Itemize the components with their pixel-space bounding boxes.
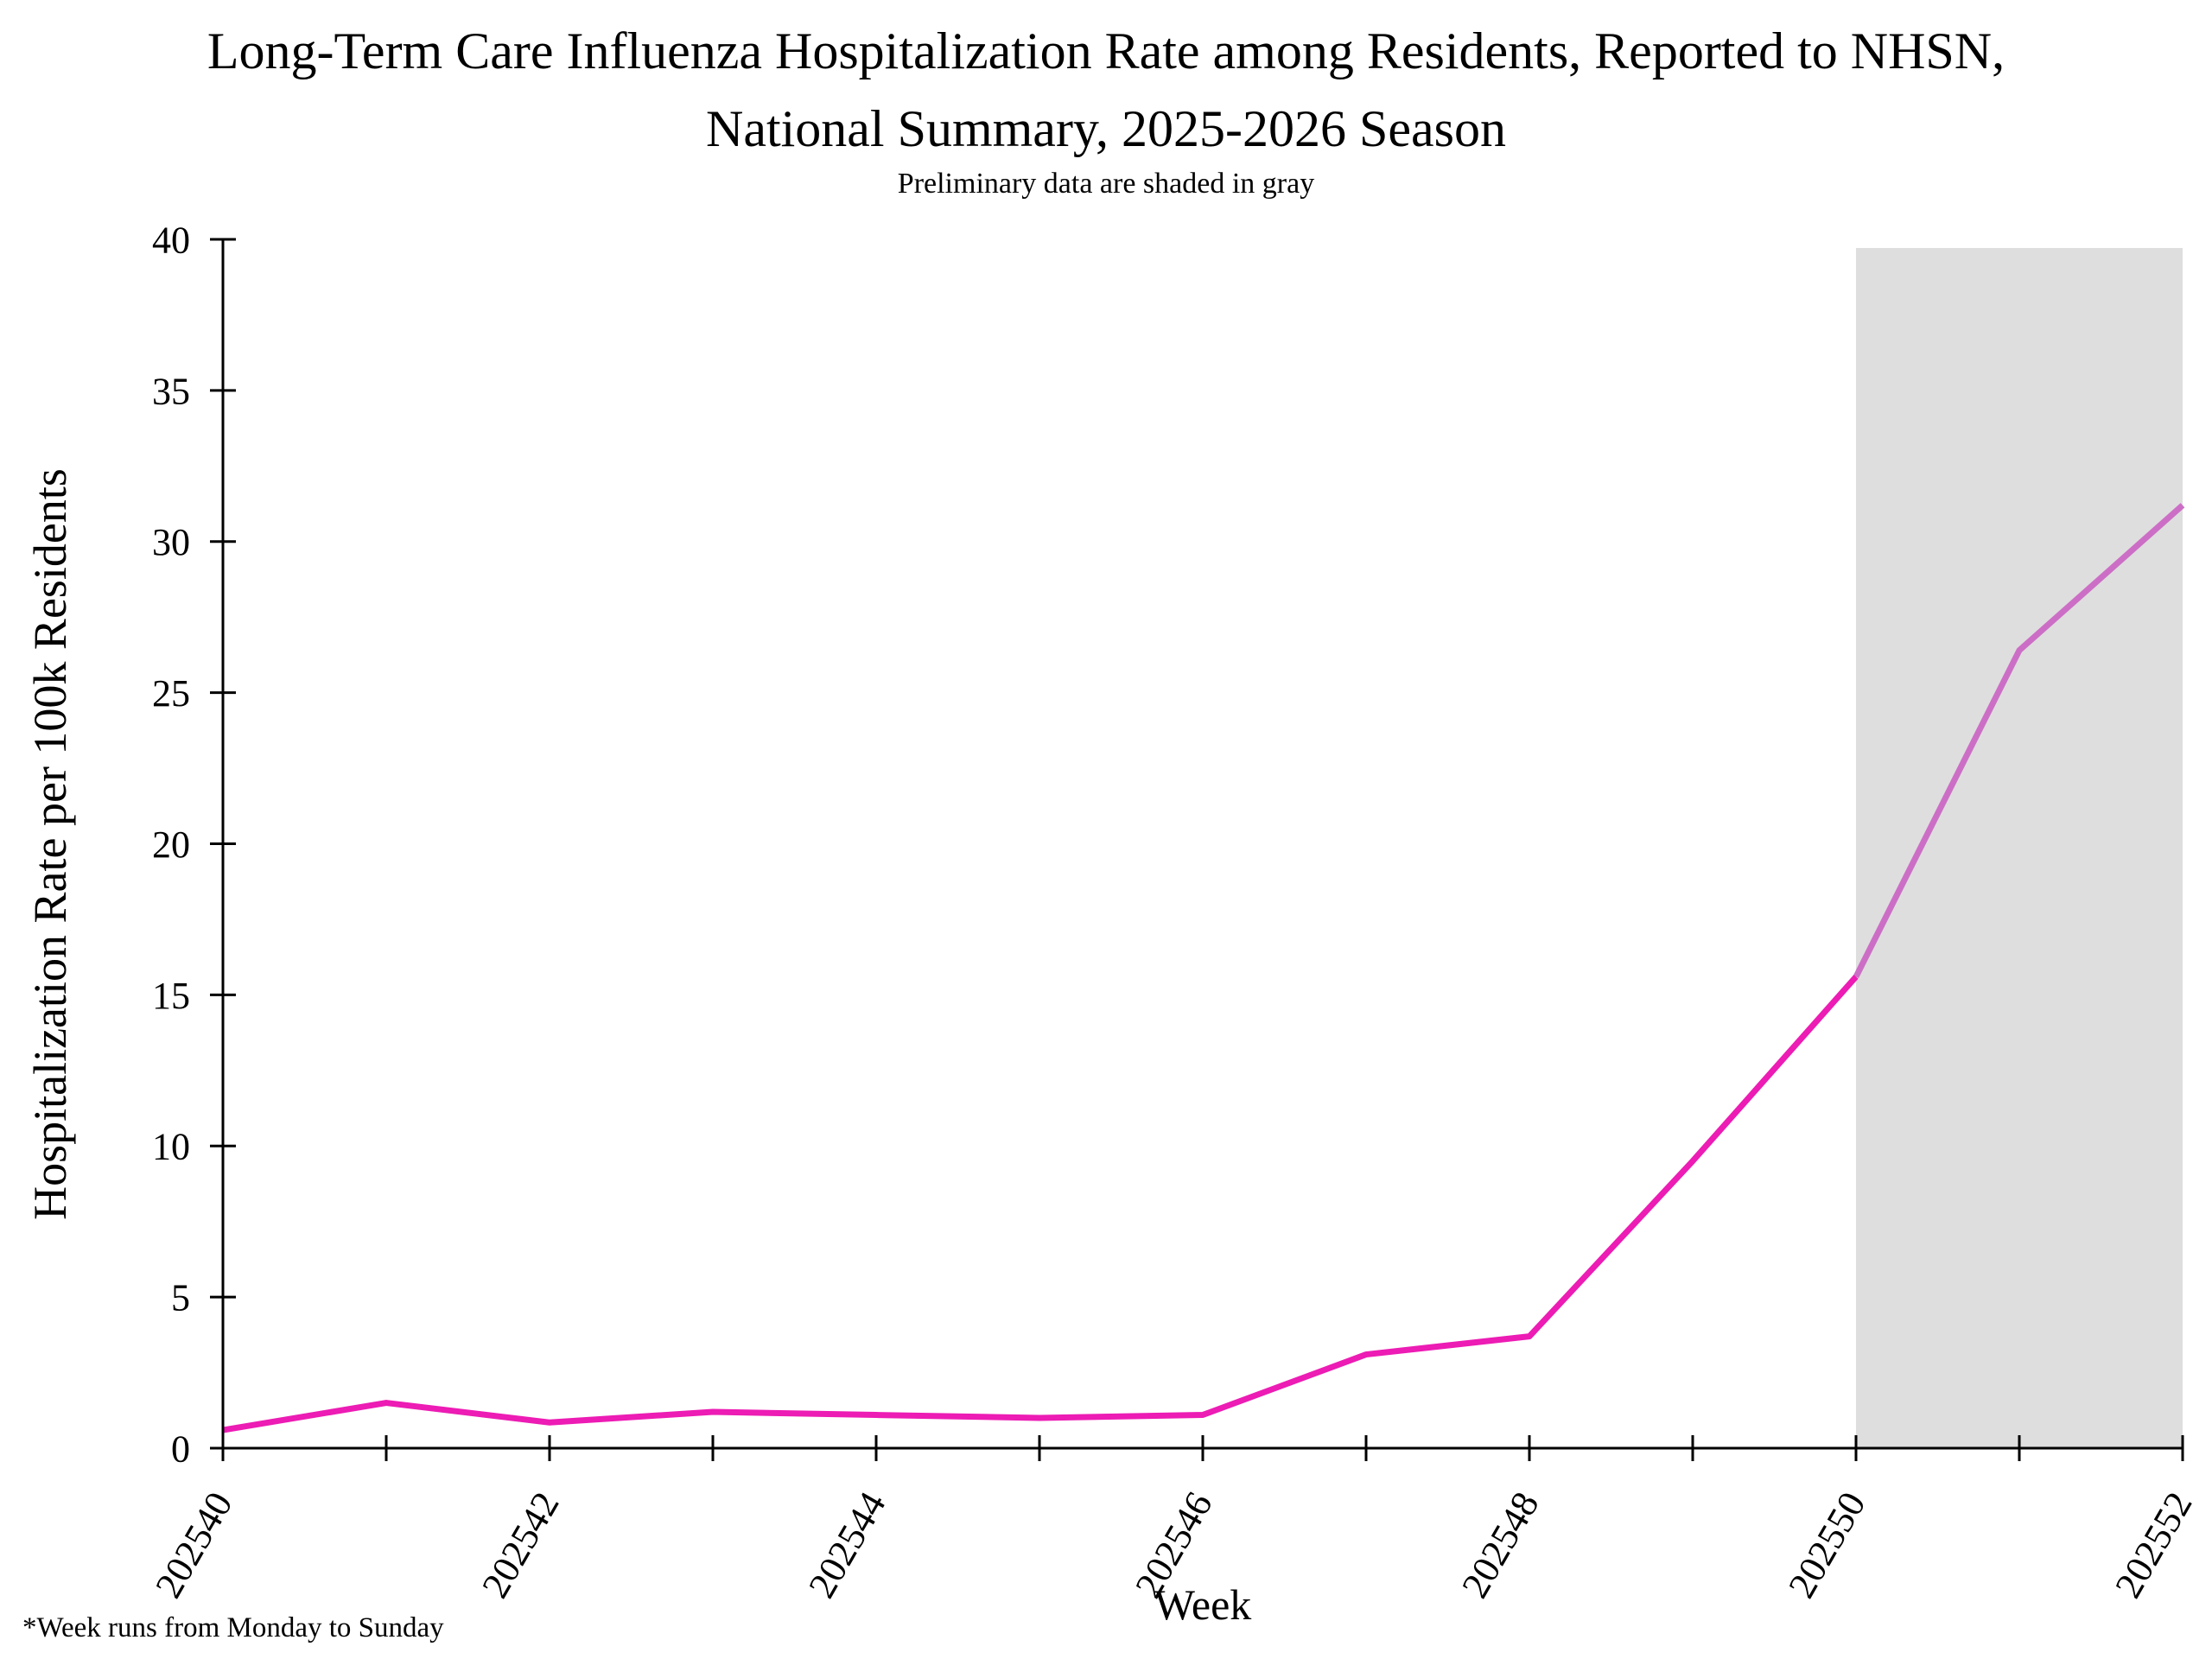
- x-tick-label: 202542: [474, 1485, 567, 1605]
- y-tick-label: 40: [152, 219, 190, 261]
- x-tick-label: 202550: [1780, 1485, 1873, 1605]
- x-tick-label: 202552: [2107, 1485, 2200, 1605]
- y-tick-label: 35: [152, 370, 190, 412]
- y-tick-label: 15: [152, 975, 190, 1017]
- preliminary-data-line: [1853, 503, 2185, 978]
- chart-title-line1: Long-Term Care Influenza Hospitalization…: [207, 22, 2005, 79]
- x-tick-label: 202544: [800, 1485, 893, 1605]
- data-line: [222, 975, 1859, 1433]
- y-axis-title: Hospitalization Rate per 100k Residents: [24, 468, 76, 1220]
- chart-title: Long-Term Care Influenza Hospitalization…: [0, 12, 2212, 168]
- x-axis-title: Week: [1154, 1580, 1252, 1629]
- y-tick-label: 5: [171, 1277, 190, 1319]
- footnote: *Week runs from Monday to Sunday: [22, 1612, 444, 1643]
- y-tick-label: 10: [152, 1126, 190, 1168]
- x-tick-label: 202540: [147, 1485, 240, 1605]
- y-tick-label: 20: [152, 823, 190, 866]
- x-tick-label: 202548: [1453, 1485, 1547, 1605]
- y-tick-label: 0: [171, 1427, 190, 1470]
- chart-title-line2: National Summary, 2025-2026 Season: [706, 100, 1506, 157]
- chart-subtitle: Preliminary data are shaded in gray: [897, 168, 1315, 200]
- y-tick-label: 25: [152, 672, 190, 715]
- y-tick-label: 30: [152, 521, 190, 563]
- preliminary-region: [1856, 248, 2183, 1448]
